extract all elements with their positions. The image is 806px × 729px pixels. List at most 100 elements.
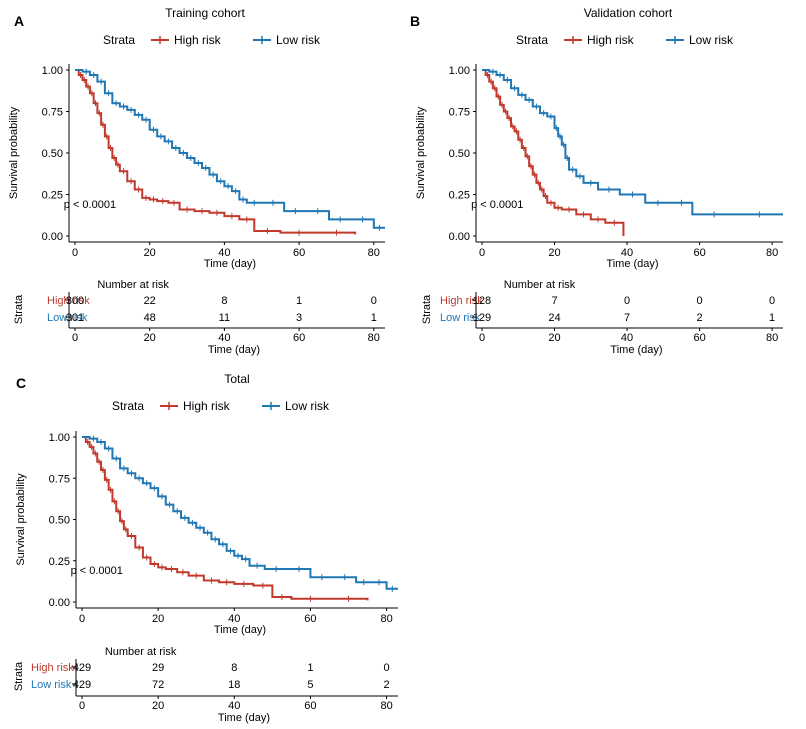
panel-c-risk-value-1-2: 18 [228, 679, 240, 691]
panel-a-censor-marks-high-risk [80, 71, 337, 236]
panel-c-y-tick-label-0: 0.00 [49, 597, 70, 609]
panel-b-risk-value-1-4: 1 [769, 312, 775, 324]
panel-b-risk-value-1-0: 129 [473, 312, 491, 324]
panel-c-y-tick-label-2: 0.50 [49, 515, 70, 527]
panel-c-curve-low-risk [82, 436, 398, 590]
panel-b-risk-strata-label: Strata [421, 294, 433, 324]
panel-b-p-value: p < 0.0001 [471, 199, 523, 211]
panel-b-risk-value-0-1: 7 [551, 295, 557, 307]
panel-b-risk-value-0-4: 0 [769, 295, 775, 307]
panel-a-risk-x-tick-label-2: 40 [218, 332, 230, 344]
panel-a-risk-value-0-3: 1 [296, 295, 302, 307]
panel-a-y-tick-label-3: 0.75 [42, 107, 63, 119]
panel-b-risk-value-1-2: 7 [624, 312, 630, 324]
panel-c-risk-title: Number at risk [105, 646, 177, 658]
panel-c-censor-marks-low-risk [92, 435, 393, 592]
panel-c-risk-value-0-3: 1 [307, 662, 313, 674]
panel-a-risk-value-1-1: 48 [144, 312, 156, 324]
panel-b-legend-item-2: Low risk [689, 33, 734, 47]
panel-b-risk-row-label-1: Low risk [440, 312, 481, 324]
panel-a-y-tick-label-1: 0.25 [42, 190, 63, 202]
panel-a-risk-value-1-4: 1 [371, 312, 377, 324]
panel-a-legend-item-2: Low risk [276, 33, 321, 47]
panel-a-y-axis-label: Survival probability [8, 106, 20, 199]
panel-a-censor-marks-low-risk [85, 68, 380, 231]
panel-b-y-tick-label-0: 0.00 [449, 231, 470, 243]
panel-b-x-tick-label-1: 20 [548, 247, 560, 259]
panel-b-risk-x-tick-label-2: 40 [621, 332, 633, 344]
panel-a-y-tick-label-4: 1.00 [42, 65, 63, 77]
panel-b-legend-title: Strata [516, 33, 548, 47]
panel-b-y-tick-label-1: 0.25 [449, 190, 470, 202]
panel-c-risk-row-label-0: High risk [31, 662, 74, 674]
panel-a-risk-x-tick-label-4: 80 [368, 332, 380, 344]
panel-c-letter: C [16, 375, 26, 391]
panel-b-censor-marks-low-risk [492, 68, 760, 218]
panel-c-title: Total [224, 372, 249, 386]
panel-c-x-tick-label-4: 80 [380, 613, 392, 625]
panel-a-legend-item-1: High risk [174, 33, 222, 47]
panel-b-risk-row-label-0: High risk [440, 295, 483, 307]
panel-c-y-tick-label-3: 0.75 [49, 473, 70, 485]
panel-c-risk-x-tick-label-4: 80 [380, 700, 392, 712]
panel-a-curve-low-risk [75, 69, 385, 229]
panel-b-censor-marks-high-risk [486, 71, 615, 226]
panel-a-risk-value-0-1: 22 [144, 295, 156, 307]
panel-c-x-tick-label-3: 60 [304, 613, 316, 625]
panel-b-x-tick-label-4: 80 [766, 247, 778, 259]
panel-a-curve-high-risk [75, 69, 357, 235]
panel-c-x-tick-label-0: 0 [79, 613, 85, 625]
panel-c-y-tick-label-1: 0.25 [49, 556, 70, 568]
panel-c-risk-value-1-0: 429 [73, 679, 91, 691]
panel-c-p-value: p < 0.0001 [71, 565, 123, 577]
panel-a-y-tick-label-2: 0.50 [42, 148, 63, 160]
panel-b-x-tick-label-0: 0 [479, 247, 485, 259]
panel-a-risk-strata-label: Strata [13, 294, 25, 324]
panel-b-risk-value-0-0: 128 [473, 295, 491, 307]
panel-c-curve-high-risk [82, 436, 369, 601]
panel-b-curve-low-risk [482, 69, 783, 216]
panel-b-title: Validation cohort [584, 6, 673, 20]
panel-c-censor-marks-high-risk [87, 438, 350, 602]
panel-c-risk-x-axis-label: Time (day) [218, 712, 270, 724]
panel-b-letter: B [410, 13, 420, 29]
panel-a-x-tick-label-0: 0 [72, 247, 78, 259]
panel-c-risk-strata-label: Strata [13, 661, 25, 691]
panel-a-risk-value-0-2: 8 [221, 295, 227, 307]
panel-b-x-axis-label: Time (day) [606, 258, 658, 270]
panel-b-legend-item-1: High risk [587, 33, 635, 47]
panel-b-x-tick-label-3: 60 [693, 247, 705, 259]
panel-a-legend-title: Strata [103, 33, 135, 47]
panel-b-risk-x-axis-label: Time (day) [610, 344, 662, 356]
panel-a-risk-title: Number at risk [97, 279, 169, 291]
panel-b-risk-x-tick-label-3: 60 [693, 332, 705, 344]
panel-c-risk-value-1-1: 72 [152, 679, 164, 691]
panel-b-risk-title: Number at risk [504, 279, 576, 291]
panel-a-risk-x-tick-label-1: 20 [144, 332, 156, 344]
panel-c-risk-value-1-4: 2 [384, 679, 390, 691]
panel-b-risk-x-tick-label-4: 80 [766, 332, 778, 344]
panel-b-risk-value-1-1: 24 [548, 312, 560, 324]
panel-c-x-tick-label-2: 40 [228, 613, 240, 625]
panel-c-y-tick-label-4: 1.00 [49, 432, 70, 444]
panel-a-risk-row-label-1: Low risk [47, 312, 88, 324]
panel-a-x-tick-label-3: 60 [293, 247, 305, 259]
panel-b-risk-value-0-2: 0 [624, 295, 630, 307]
panel-b-y-tick-label-2: 0.50 [449, 148, 470, 160]
panel-a-risk-value-0-4: 0 [371, 295, 377, 307]
panel-c-risk-x-tick-label-0: 0 [79, 700, 85, 712]
panel-c-risk-x-tick-label-2: 40 [228, 700, 240, 712]
panel-c-group: C Total Strata High risk Low risk 0.00 0.25 0.5… [13, 372, 398, 724]
panel-a-risk-value-1-0: 301 [66, 312, 84, 324]
panel-c-y-axis-label: Survival probability [15, 473, 27, 566]
panel-c-x-tick-label-1: 20 [152, 613, 164, 625]
panel-c-risk-value-0-1: 29 [152, 662, 164, 674]
panel-c-legend-item-1: High risk [183, 399, 231, 413]
panel-b-risk-value-1-3: 2 [697, 312, 703, 324]
panel-b-risk-value-0-3: 0 [697, 295, 703, 307]
panel-c-risk-value-0-0: 429 [73, 662, 91, 674]
panel-a-letter: A [14, 13, 24, 29]
panel-a-x-tick-label-1: 20 [144, 247, 156, 259]
panel-b-x-tick-label-2: 40 [621, 247, 633, 259]
